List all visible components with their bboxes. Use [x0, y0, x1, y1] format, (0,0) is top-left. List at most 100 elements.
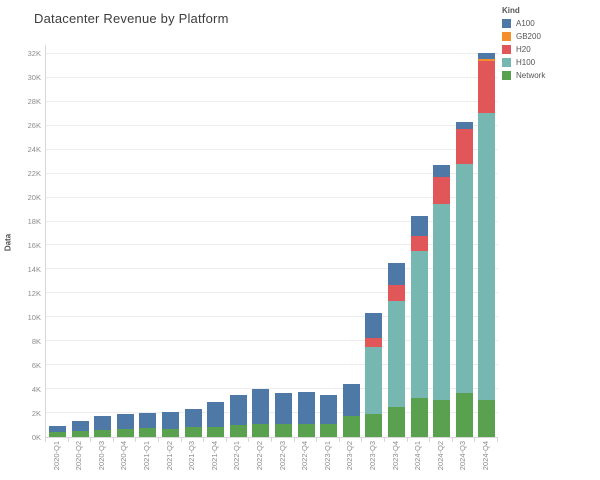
bar-2022-Q4[interactable]	[297, 45, 315, 437]
bar-segment-A100[interactable]	[229, 395, 247, 426]
gridline	[46, 244, 498, 246]
bar-segment-H100[interactable]	[388, 300, 405, 408]
bar-segment-H100[interactable]	[365, 347, 383, 415]
bar-segment-Network[interactable]	[275, 424, 292, 437]
bar-2023-Q2[interactable]	[342, 45, 360, 437]
x-tick-mark	[90, 438, 92, 442]
bar-segment-A100[interactable]	[455, 122, 473, 130]
bar-2020-Q2[interactable]	[71, 45, 89, 437]
bar-segment-H100[interactable]	[410, 251, 428, 398]
bar-segment-A100[interactable]	[184, 408, 202, 428]
legend-swatch-icon	[502, 58, 511, 67]
bar-segment-A100[interactable]	[478, 53, 496, 60]
bar-segment-A100[interactable]	[410, 215, 428, 236]
bar-segment-GB200[interactable]	[478, 59, 496, 62]
bar-segment-A100[interactable]	[342, 384, 360, 417]
gridline	[46, 364, 498, 366]
bar-segment-A100[interactable]	[49, 425, 66, 432]
x-tick-label: 2020-Q3	[96, 441, 106, 471]
y-tick-label: 20K	[27, 193, 41, 203]
bar-2021-Q3[interactable]	[184, 45, 202, 437]
bar-segment-A100[interactable]	[252, 389, 270, 425]
bar-2024-Q3[interactable]	[455, 45, 473, 437]
bar-segment-Network[interactable]	[94, 430, 112, 437]
bar-segment-Network[interactable]	[116, 429, 134, 437]
bar-segment-Network[interactable]	[455, 392, 473, 437]
legend-label: H20	[516, 45, 531, 54]
bar-segment-H20[interactable]	[433, 177, 451, 204]
x-tick-label: 2023-Q3	[367, 441, 377, 471]
bar-segment-A100[interactable]	[207, 402, 225, 427]
bar-segment-Network[interactable]	[478, 399, 496, 437]
bar-segment-A100[interactable]	[297, 391, 315, 424]
bar-segment-Network[interactable]	[71, 431, 89, 437]
bar-2023-Q3[interactable]	[365, 45, 383, 437]
bar-segment-Network[interactable]	[207, 426, 225, 437]
bar-segment-H20[interactable]	[365, 337, 383, 348]
x-tick-label: 2020-Q4	[119, 441, 129, 471]
x-tick-label: 2024-Q3	[458, 441, 468, 471]
bar-segment-H20[interactable]	[410, 235, 428, 252]
bar-segment-Network[interactable]	[49, 431, 66, 437]
bar-2021-Q4[interactable]	[207, 45, 225, 437]
bar-segment-A100[interactable]	[275, 392, 292, 425]
legend-item-H20[interactable]: H20	[502, 45, 598, 54]
bar-2023-Q1[interactable]	[320, 45, 338, 437]
bar-segment-Network[interactable]	[229, 425, 247, 437]
bar-segment-Network[interactable]	[388, 407, 405, 437]
bar-segment-H20[interactable]	[388, 285, 405, 301]
bar-segment-H100[interactable]	[455, 164, 473, 393]
bar-segment-Network[interactable]	[252, 424, 270, 437]
bar-segment-Network[interactable]	[365, 414, 383, 437]
bar-2022-Q1[interactable]	[229, 45, 247, 437]
bar-segment-Network[interactable]	[342, 416, 360, 437]
bar-2024-Q1[interactable]	[410, 45, 428, 437]
gridline	[46, 388, 498, 390]
bar-segment-H20[interactable]	[478, 61, 496, 113]
legend-item-GB200[interactable]: GB200	[502, 32, 598, 41]
legend-item-A100[interactable]: A100	[502, 19, 598, 28]
gridline	[46, 124, 498, 126]
bar-segment-Network[interactable]	[184, 427, 202, 437]
bar-segment-Network[interactable]	[433, 399, 451, 437]
bar-2021-Q2[interactable]	[162, 45, 179, 437]
bar-2023-Q4[interactable]	[388, 45, 405, 437]
x-tick-mark	[225, 438, 227, 442]
bar-2021-Q1[interactable]	[139, 45, 157, 437]
bar-2024-Q4[interactable]	[478, 45, 496, 437]
bar-segment-A100[interactable]	[71, 421, 89, 432]
bar-2020-Q1[interactable]	[49, 45, 66, 437]
bar-segment-A100[interactable]	[116, 413, 134, 430]
bar-segment-A100[interactable]	[320, 394, 338, 424]
bar-2020-Q3[interactable]	[94, 45, 112, 437]
bar-segment-A100[interactable]	[388, 263, 405, 285]
bar-segment-A100[interactable]	[433, 165, 451, 178]
y-tick-label: 0K	[31, 432, 41, 442]
x-tick-mark	[429, 438, 431, 442]
bar-2022-Q3[interactable]	[275, 45, 292, 437]
bar-segment-A100[interactable]	[94, 416, 112, 431]
bar-segment-Network[interactable]	[162, 428, 179, 437]
bar-segment-A100[interactable]	[365, 312, 383, 338]
bar-segment-H100[interactable]	[433, 203, 451, 400]
bar-2022-Q2[interactable]	[252, 45, 270, 437]
bar-segment-H20[interactable]	[455, 129, 473, 165]
bar-segment-Network[interactable]	[320, 423, 338, 437]
bar-segment-Network[interactable]	[297, 423, 315, 437]
bar-2024-Q2[interactable]	[433, 45, 451, 437]
bar-segment-A100[interactable]	[162, 412, 179, 429]
x-tick-mark	[45, 438, 46, 442]
y-tick-label: 18K	[27, 217, 41, 227]
bar-segment-H100[interactable]	[478, 112, 496, 400]
legend-item-H100[interactable]: H100	[502, 58, 598, 67]
bar-segment-Network[interactable]	[139, 428, 157, 437]
legend-item-Network[interactable]: Network	[502, 71, 598, 80]
x-tick-mark	[338, 438, 340, 442]
bar-segment-A100[interactable]	[139, 413, 157, 429]
x-tick-label: 2022-Q1	[232, 441, 242, 471]
gridline	[46, 172, 498, 174]
bar-2020-Q4[interactable]	[116, 45, 134, 437]
gridline	[46, 52, 498, 54]
bar-segment-Network[interactable]	[410, 397, 428, 437]
